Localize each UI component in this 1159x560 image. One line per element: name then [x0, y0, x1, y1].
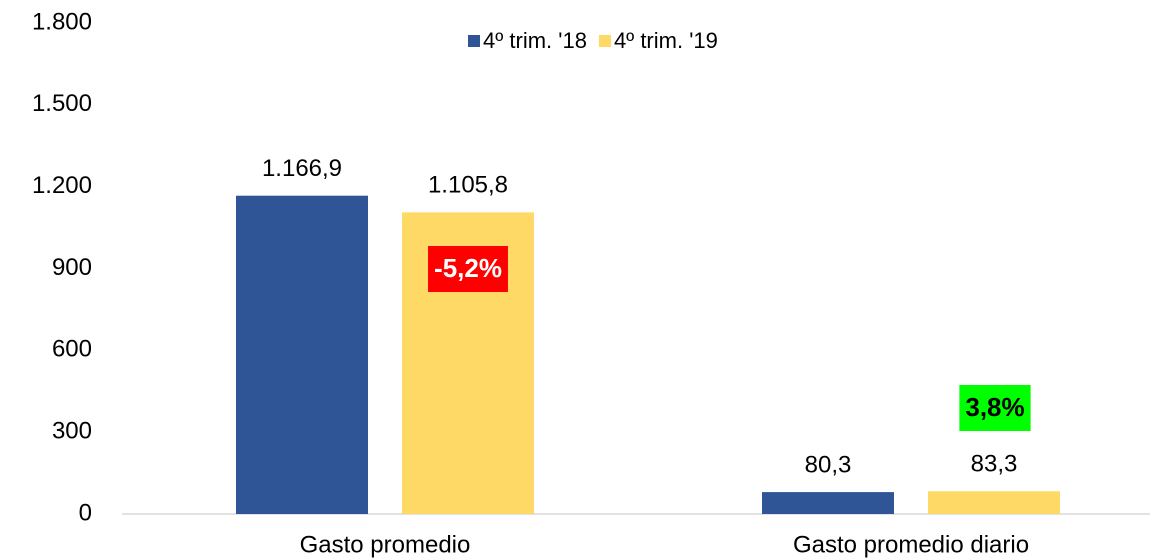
x-tick-label: Gasto promedio: [300, 531, 471, 558]
legend-swatch: [598, 35, 611, 47]
x-tick-label: Gasto promedio diario: [793, 531, 1029, 558]
y-tick-label: 300: [52, 418, 92, 445]
y-tick-label: 1.500: [32, 90, 92, 117]
value-label: 1.105,8: [428, 172, 508, 199]
legend-label: 4º trim. '18: [483, 28, 587, 53]
value-label: 83,3: [971, 451, 1018, 478]
bar: [236, 195, 368, 514]
annotation-box: [428, 246, 508, 292]
y-tick-label: 600: [52, 336, 92, 363]
annotation-text: 3,8%: [965, 392, 1024, 422]
y-tick-label: 1.200: [32, 172, 92, 199]
bar: [762, 492, 894, 514]
bar: [928, 491, 1060, 514]
legend-label: 4º trim. '19: [614, 28, 718, 53]
annotation-text: -5,2%: [434, 253, 502, 283]
y-tick-label: 900: [52, 254, 92, 281]
y-tick-label: 0: [79, 499, 92, 526]
annotation-box: [959, 385, 1031, 431]
legend-swatch: [468, 35, 480, 47]
y-tick-label: 1.800: [32, 8, 92, 35]
value-label: 80,3: [805, 451, 852, 478]
value-label: 1.166,9: [262, 155, 342, 182]
